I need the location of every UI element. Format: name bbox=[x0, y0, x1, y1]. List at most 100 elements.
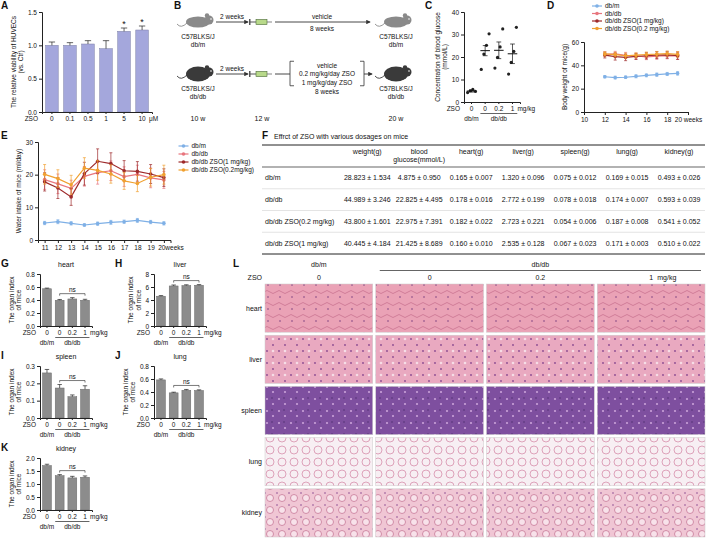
group-line bbox=[55, 429, 89, 430]
table-cell: 0.075 ± 0.012 bbox=[554, 174, 597, 181]
mouse-label: db/db bbox=[388, 93, 405, 100]
tick-label: 15 bbox=[95, 244, 103, 251]
marker bbox=[676, 53, 680, 57]
treatment-label: vehicle bbox=[317, 62, 338, 69]
series bbox=[603, 72, 679, 80]
error-bar bbox=[83, 224, 86, 227]
tick-mark bbox=[37, 383, 40, 384]
table: FEffrct of ZSO with various dosages on m… bbox=[262, 130, 705, 254]
bar bbox=[68, 397, 77, 418]
tick: 20 bbox=[452, 54, 464, 61]
tick-label: 13 bbox=[68, 244, 76, 251]
text-line: lung(g) bbox=[616, 148, 638, 156]
connector bbox=[275, 74, 290, 75]
tick-label: 1 bbox=[197, 421, 201, 428]
tick-mark bbox=[37, 484, 40, 485]
marker bbox=[149, 220, 153, 224]
legend-item: db/db ZSO(1 mg/kg) bbox=[179, 158, 251, 166]
mouse-label: db/m bbox=[191, 41, 205, 48]
tick: 10 bbox=[26, 204, 38, 211]
tick-label: 40 bbox=[572, 62, 580, 69]
tick: 1 bbox=[197, 326, 201, 336]
error-bar bbox=[85, 41, 91, 44]
tick: 5 bbox=[122, 112, 126, 122]
tick-label: 0.6 bbox=[26, 284, 35, 291]
legend: db/mdb/dbdb/db ZSO(1 mg/kg)db/db ZSO(0.2… bbox=[592, 2, 669, 33]
histology-image bbox=[597, 284, 705, 332]
error-bar bbox=[149, 168, 152, 188]
group-label: db/db bbox=[64, 523, 81, 530]
table-rule bbox=[262, 232, 705, 233]
histology-image bbox=[487, 386, 595, 434]
tick: 20 bbox=[26, 171, 38, 178]
column-header: weight(g) bbox=[352, 148, 382, 156]
axis: 0.00.10.20.3 bbox=[26, 363, 41, 422]
error-bar bbox=[45, 369, 49, 372]
tick-label: 14 bbox=[81, 244, 89, 251]
error-bar bbox=[103, 41, 109, 49]
tick-label: 0 bbox=[575, 109, 579, 116]
error-bar bbox=[67, 43, 73, 46]
error-bar bbox=[43, 165, 46, 185]
tick-label: 0 bbox=[45, 329, 49, 336]
legend-swatch bbox=[595, 12, 599, 16]
marker bbox=[136, 170, 140, 174]
table-cell: 2.535 ± 0.128 bbox=[502, 240, 545, 247]
tick: 12 bbox=[55, 240, 63, 251]
tick-mark bbox=[35, 175, 38, 176]
text-line: liver(g) bbox=[512, 148, 533, 156]
legend-label: db/db ZSO(0.2mg/kg) bbox=[192, 166, 255, 174]
series bbox=[43, 161, 166, 197]
marks bbox=[43, 288, 90, 326]
text-line: heart(g) bbox=[459, 148, 484, 156]
axis-unit: mg/kg bbox=[90, 421, 108, 429]
marker bbox=[665, 52, 669, 56]
error-bar bbox=[614, 51, 617, 56]
group-label: db/db bbox=[178, 339, 195, 346]
axis-line bbox=[39, 13, 43, 113]
marks bbox=[46, 26, 149, 112]
marker bbox=[69, 195, 73, 199]
marks bbox=[43, 149, 166, 227]
bar bbox=[55, 476, 64, 510]
marker bbox=[136, 219, 140, 223]
error-bar bbox=[70, 395, 74, 397]
tick: 0 bbox=[58, 326, 62, 336]
tick-label: 18 bbox=[134, 244, 142, 251]
dose-label: 0 bbox=[428, 274, 432, 281]
error-bar bbox=[655, 52, 658, 59]
tick-mark bbox=[461, 102, 464, 103]
table-cell: 0.510 ± 0.022 bbox=[658, 240, 701, 247]
axis: 101214161820 weeks bbox=[581, 112, 703, 123]
tick: 1 bbox=[83, 326, 87, 336]
bar bbox=[81, 300, 90, 326]
tick-mark bbox=[37, 458, 40, 459]
group-label: db/m bbox=[40, 431, 54, 438]
bar bbox=[46, 45, 59, 112]
panel-letter: J bbox=[115, 350, 121, 361]
bar bbox=[100, 49, 113, 112]
table-rule bbox=[262, 188, 705, 189]
error-bar bbox=[57, 299, 61, 301]
tick-label: 60 bbox=[572, 39, 580, 46]
tick-mark bbox=[124, 240, 125, 243]
mouse-icon bbox=[205, 65, 209, 69]
axis: 0.00.51.01.52.0 bbox=[26, 455, 41, 514]
tick: 1.5 bbox=[26, 468, 40, 475]
tick: 30 bbox=[452, 31, 464, 38]
treatment-label: vehicle bbox=[312, 13, 333, 20]
error-bar bbox=[614, 53, 617, 60]
error-bar bbox=[184, 389, 188, 391]
error-bar bbox=[123, 172, 126, 189]
panel-letter: I bbox=[1, 350, 4, 361]
tick: 0.5 bbox=[83, 112, 92, 122]
tick: 0.3 bbox=[26, 363, 40, 370]
tick-label: 10 bbox=[581, 116, 589, 123]
legend: db/mdb/dbdb/db ZSO(1 mg/kg)db/db ZSO(0.2… bbox=[179, 142, 255, 174]
column-header: spleen(g) bbox=[561, 148, 590, 156]
dose-label: 1 bbox=[649, 274, 653, 281]
marker bbox=[83, 223, 87, 227]
table-cell: 0.187 ± 0.008 bbox=[606, 218, 649, 225]
tick-mark bbox=[37, 313, 40, 314]
axis: 0102030 bbox=[26, 139, 39, 244]
